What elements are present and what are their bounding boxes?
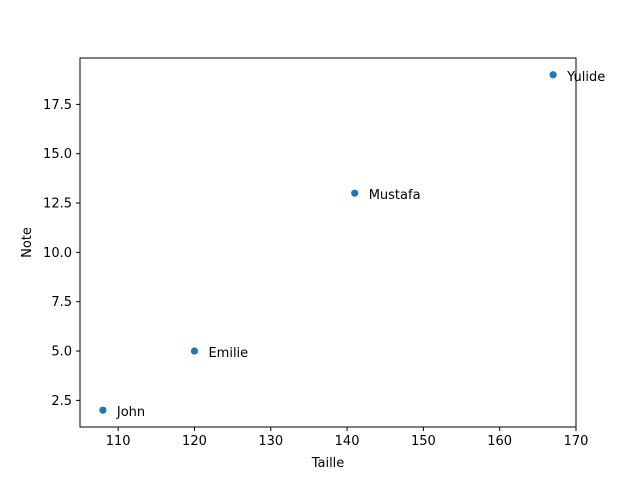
plot-area: [79, 57, 577, 428]
y-tick-label: 7.5: [51, 295, 72, 310]
y-tick-label: 2.5: [51, 394, 72, 409]
data-point: [190, 347, 199, 355]
x-axis-label: Taille: [311, 456, 345, 471]
plot-frame: [79, 57, 577, 428]
x-tick-label: 170: [564, 434, 589, 449]
data-point: [351, 189, 359, 197]
y-tick-label: 5.0: [51, 345, 72, 360]
x-tick-label: 150: [411, 434, 436, 449]
data-point-labels: John Emilie Mustafa Yulide: [116, 70, 605, 420]
y-tick-label: 17.5: [43, 98, 72, 113]
x-tick-label: 110: [106, 434, 131, 449]
data-point-label: Yulide: [566, 70, 605, 85]
data-point: [549, 71, 557, 79]
x-tick-label: 120: [182, 434, 207, 449]
y-tick-label: 10.0: [43, 246, 72, 261]
data-points: [99, 71, 557, 414]
x-tick-label: 130: [258, 434, 283, 449]
data-point-label: Emilie: [208, 346, 248, 361]
data-point-label: Mustafa: [369, 188, 421, 203]
x-tick-label: 140: [335, 434, 360, 449]
y-tick-label: 12.5: [43, 197, 72, 212]
x-tick-label: 160: [487, 434, 512, 449]
axis-ticks: 110 120 130 140 150 160 170 2.5 5.0 7.5 10.0 12.5 15…: [43, 98, 588, 449]
y-tick-label: 15.0: [43, 147, 72, 162]
data-point-label: John: [116, 405, 145, 420]
y-axis-label: Note: [20, 227, 35, 258]
data-point: [99, 406, 107, 414]
